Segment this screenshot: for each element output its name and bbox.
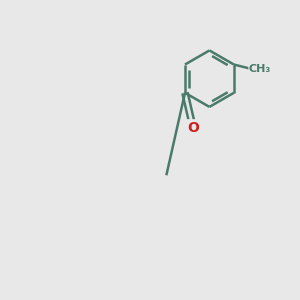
Text: O: O xyxy=(187,121,199,134)
Text: CH₃: CH₃ xyxy=(249,64,271,74)
